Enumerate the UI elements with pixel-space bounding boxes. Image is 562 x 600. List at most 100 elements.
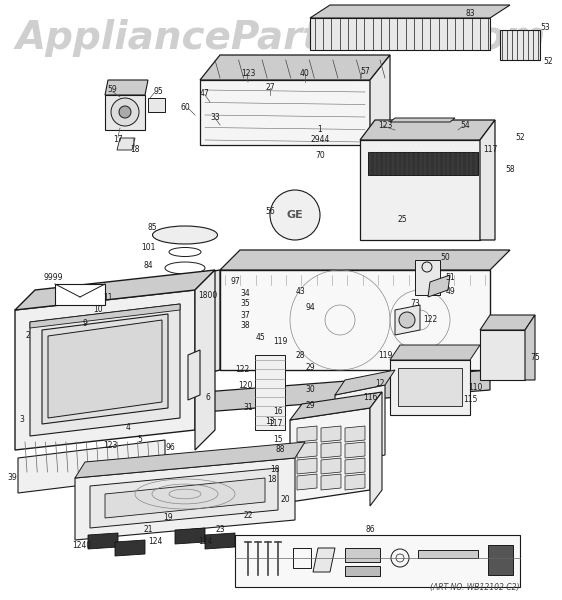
Text: 122: 122 [423, 316, 437, 325]
Text: 123: 123 [241, 70, 255, 79]
Text: 75: 75 [530, 353, 540, 362]
Text: 57: 57 [360, 67, 370, 76]
Text: 123: 123 [378, 121, 392, 130]
Text: 1240: 1240 [72, 541, 92, 551]
Circle shape [119, 106, 131, 118]
Polygon shape [48, 320, 162, 418]
Bar [235, 535, 520, 587]
Text: 20: 20 [280, 496, 290, 505]
Polygon shape [115, 540, 145, 556]
Text: 54: 54 [460, 121, 470, 130]
Polygon shape [525, 315, 535, 380]
Polygon shape [188, 350, 200, 400]
Polygon shape [480, 120, 495, 240]
Polygon shape [390, 360, 470, 415]
Polygon shape [200, 55, 390, 80]
Text: 97: 97 [230, 277, 240, 286]
Text: 38: 38 [240, 320, 250, 329]
Text: 39: 39 [7, 473, 17, 482]
Text: 25: 25 [397, 215, 407, 224]
Circle shape [399, 312, 415, 328]
Polygon shape [88, 533, 118, 549]
Polygon shape [18, 440, 165, 493]
Text: 115: 115 [463, 395, 477, 404]
Polygon shape [395, 305, 420, 335]
Polygon shape [500, 30, 540, 60]
Polygon shape [297, 426, 317, 442]
Text: 5: 5 [138, 436, 142, 445]
Text: 123: 123 [103, 440, 117, 449]
Text: 83: 83 [465, 10, 475, 19]
Text: 84: 84 [143, 260, 153, 269]
Polygon shape [370, 392, 382, 506]
Polygon shape [297, 458, 317, 474]
Text: 30: 30 [305, 385, 315, 395]
Text: 52: 52 [543, 58, 553, 67]
Bar [345, 548, 380, 562]
Polygon shape [15, 270, 215, 310]
Text: 18: 18 [268, 475, 277, 485]
Polygon shape [195, 270, 215, 450]
Text: 34: 34 [240, 289, 250, 298]
Polygon shape [105, 478, 265, 518]
Text: 43: 43 [295, 287, 305, 296]
Text: 56: 56 [265, 208, 275, 217]
Polygon shape [42, 314, 168, 424]
Text: GE: GE [287, 210, 303, 220]
Circle shape [111, 98, 139, 126]
Polygon shape [105, 80, 148, 95]
Text: 49: 49 [445, 287, 455, 296]
Text: 4: 4 [125, 424, 130, 433]
Polygon shape [368, 152, 478, 175]
Text: 58: 58 [505, 166, 515, 175]
Text: 19: 19 [163, 514, 173, 523]
Polygon shape [175, 528, 205, 544]
Text: 35: 35 [240, 299, 250, 308]
Text: 85: 85 [147, 223, 157, 232]
Polygon shape [220, 270, 490, 370]
Text: (ART NO. WB12102 C2): (ART NO. WB12102 C2) [430, 583, 520, 592]
Polygon shape [220, 250, 510, 270]
Polygon shape [205, 533, 235, 549]
Text: 21: 21 [143, 526, 153, 535]
Polygon shape [15, 290, 195, 450]
Text: 33: 33 [210, 113, 220, 122]
Polygon shape [415, 260, 440, 295]
Polygon shape [370, 55, 390, 145]
Bar [345, 566, 380, 576]
Polygon shape [345, 426, 365, 442]
Text: 124: 124 [148, 538, 162, 547]
Text: 47: 47 [200, 89, 210, 98]
Text: 40: 40 [300, 70, 310, 79]
Text: 45: 45 [255, 334, 265, 343]
Polygon shape [335, 370, 395, 395]
Text: 23: 23 [215, 526, 225, 535]
Text: 13: 13 [265, 418, 275, 427]
Text: 12: 12 [375, 379, 385, 388]
Text: 53: 53 [540, 23, 550, 32]
Text: 17: 17 [113, 136, 123, 145]
Text: 52: 52 [515, 133, 525, 142]
Circle shape [270, 190, 320, 240]
Polygon shape [428, 275, 450, 297]
Text: 29: 29 [305, 364, 315, 373]
Text: 88: 88 [275, 445, 285, 455]
Text: 95: 95 [153, 88, 163, 97]
Text: 27: 27 [265, 83, 275, 92]
Text: 117: 117 [268, 419, 282, 428]
Text: 18: 18 [130, 145, 140, 154]
Text: 86: 86 [365, 526, 375, 535]
Polygon shape [290, 392, 382, 420]
Polygon shape [321, 442, 341, 458]
Text: 120: 120 [238, 380, 252, 389]
Polygon shape [255, 355, 285, 430]
Text: 119: 119 [378, 352, 392, 361]
Bar [418, 550, 478, 558]
Polygon shape [345, 458, 365, 474]
Text: 101: 101 [141, 244, 155, 253]
Polygon shape [345, 474, 365, 490]
Polygon shape [148, 98, 165, 112]
Text: 15: 15 [273, 436, 283, 445]
Polygon shape [100, 370, 490, 420]
Polygon shape [390, 345, 480, 360]
